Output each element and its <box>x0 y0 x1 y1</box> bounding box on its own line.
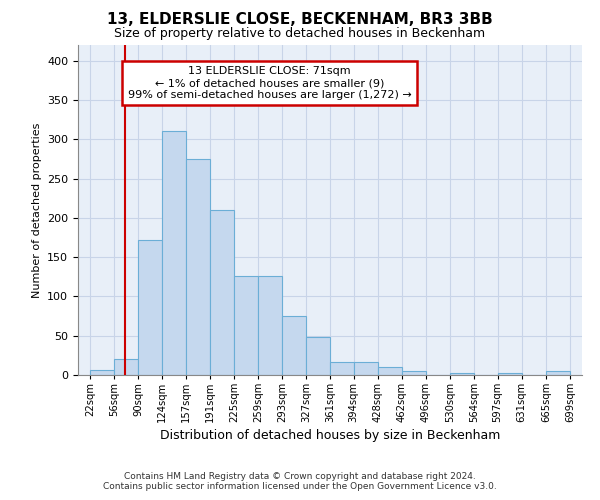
Text: Size of property relative to detached houses in Beckenham: Size of property relative to detached ho… <box>115 28 485 40</box>
Bar <box>138 240 163 375</box>
Y-axis label: Number of detached properties: Number of detached properties <box>32 122 41 298</box>
Bar <box>90 370 114 375</box>
Text: 13, ELDERSLIE CLOSE, BECKENHAM, BR3 3BB: 13, ELDERSLIE CLOSE, BECKENHAM, BR3 3BB <box>107 12 493 28</box>
Bar <box>306 336 331 375</box>
Bar <box>331 362 354 375</box>
X-axis label: Distribution of detached houses by size in Beckenham: Distribution of detached houses by size … <box>160 430 500 442</box>
Bar <box>186 159 210 375</box>
Bar <box>546 371 570 375</box>
Bar <box>163 132 186 375</box>
Bar <box>402 371 426 375</box>
Bar <box>114 360 138 375</box>
Text: 13 ELDERSLIE CLOSE: 71sqm
← 1% of detached houses are smaller (9)
99% of semi-de: 13 ELDERSLIE CLOSE: 71sqm ← 1% of detach… <box>128 66 412 100</box>
Text: Contains HM Land Registry data © Crown copyright and database right 2024.
Contai: Contains HM Land Registry data © Crown c… <box>103 472 497 491</box>
Bar <box>282 316 306 375</box>
Bar <box>450 372 474 375</box>
Bar <box>354 362 378 375</box>
Bar <box>234 276 258 375</box>
Bar <box>378 367 402 375</box>
Bar <box>210 210 234 375</box>
Bar <box>258 276 282 375</box>
Bar <box>497 372 522 375</box>
